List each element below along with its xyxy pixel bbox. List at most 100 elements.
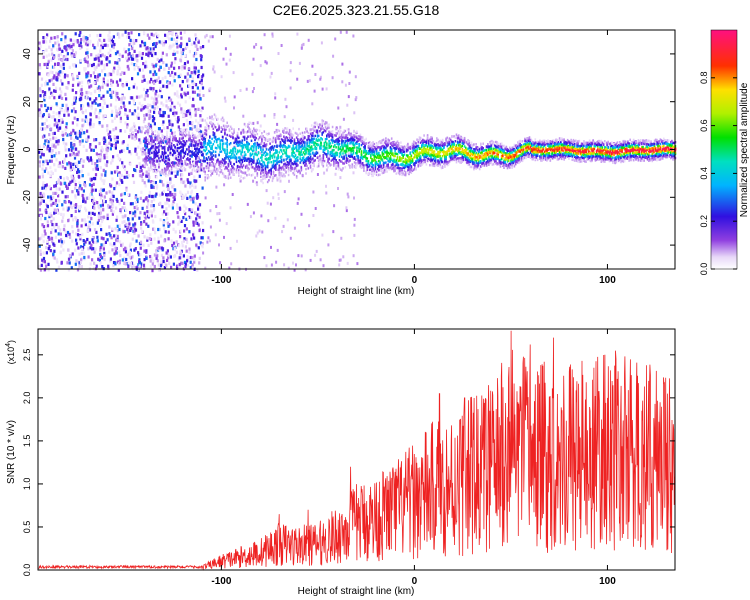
heatmap-cell xyxy=(168,253,171,257)
heatmap-cell xyxy=(312,168,314,171)
heatmap-cell xyxy=(321,133,323,136)
heatmap-cell xyxy=(292,127,294,130)
heatmap-cell xyxy=(57,53,60,57)
heatmap-cell xyxy=(179,168,182,172)
heatmap-cell xyxy=(129,202,132,206)
heatmap-cell xyxy=(74,179,77,183)
heatmap-cell xyxy=(110,83,113,87)
heatmap-cell xyxy=(284,139,286,142)
heatmap-cell xyxy=(193,254,196,258)
heatmap-cell xyxy=(291,162,293,165)
heatmap-cell xyxy=(311,64,314,68)
heatmap-cell xyxy=(116,71,119,75)
heatmap-cell xyxy=(78,71,81,75)
heatmap-cell xyxy=(269,150,271,154)
heatmap-cell xyxy=(330,144,333,148)
heatmap-cell xyxy=(39,201,42,205)
heatmap-cell xyxy=(274,96,277,100)
heatmap-cell xyxy=(341,144,343,147)
heatmap-cell xyxy=(166,130,169,134)
heatmap-cell xyxy=(136,199,139,204)
heatmap-cell xyxy=(148,103,152,107)
heatmap-cell xyxy=(254,135,256,139)
heatmap-cell xyxy=(356,154,358,158)
heatmap-cell xyxy=(68,232,71,236)
heatmap-cell xyxy=(43,98,46,102)
heatmap-cell xyxy=(145,91,148,95)
heatmap-cell xyxy=(270,161,272,164)
heatmap-cell xyxy=(153,166,156,170)
heatmap-cell xyxy=(257,138,260,141)
heatmap-cell xyxy=(150,165,152,168)
heatmap-cell xyxy=(60,240,63,244)
heatmap-cell xyxy=(192,141,195,145)
heatmap-cell xyxy=(206,117,209,120)
heatmap-cell xyxy=(242,164,245,167)
heatmap-cell xyxy=(300,168,303,172)
heatmap-cell xyxy=(156,138,159,142)
heatmap-cell xyxy=(153,97,156,101)
heatmap-cell xyxy=(272,163,275,167)
heatmap-cell xyxy=(77,150,80,154)
heatmap-cell xyxy=(348,160,350,163)
heatmap-cell xyxy=(204,142,206,145)
heatmap-cell xyxy=(280,158,283,162)
heatmap-cell xyxy=(97,257,100,261)
heatmap-cell xyxy=(165,160,168,164)
heatmap-cell xyxy=(262,160,264,164)
heatmap-cell xyxy=(207,149,210,153)
heatmap-cell xyxy=(248,128,250,131)
heatmap-cell xyxy=(154,148,157,152)
heatmap-cell xyxy=(152,88,155,93)
heatmap-cell xyxy=(113,42,116,47)
heatmap-cell xyxy=(328,144,330,147)
heatmap-cell xyxy=(256,161,259,164)
heatmap-cell xyxy=(54,209,58,213)
heatmap-cell xyxy=(73,96,76,100)
heatmap-cell xyxy=(87,247,90,251)
heatmap-cell xyxy=(71,152,74,156)
heatmap-cell xyxy=(284,174,286,178)
heatmap-cell xyxy=(326,127,328,131)
heatmap-cell xyxy=(213,140,216,143)
heatmap-cell xyxy=(261,137,263,141)
heatmap-cell xyxy=(65,206,69,210)
heatmap-cell xyxy=(195,136,197,139)
heatmap-cell xyxy=(170,119,173,123)
heatmap-cell xyxy=(300,147,303,151)
heatmap-cell xyxy=(97,218,100,222)
heatmap-cell xyxy=(42,55,45,59)
heatmap-cell xyxy=(149,47,152,51)
heatmap-cell xyxy=(69,153,72,157)
heatmap-cell xyxy=(71,102,74,106)
heatmap-cell xyxy=(88,211,91,215)
heatmap-cell xyxy=(89,156,92,160)
heatmap-cell xyxy=(166,198,169,202)
heatmap-cell xyxy=(154,156,157,159)
heatmap-cell xyxy=(282,174,284,178)
heatmap-cell xyxy=(156,151,159,155)
heatmap-cell xyxy=(252,179,255,183)
heatmap-cell xyxy=(66,107,69,111)
heatmap-cell xyxy=(169,151,172,154)
heatmap-cell xyxy=(167,256,170,260)
heatmap-cell xyxy=(326,137,328,141)
heatmap-cell xyxy=(185,206,188,210)
heatmap-cell xyxy=(74,183,77,187)
heatmap-cell xyxy=(185,42,189,46)
heatmap-cell xyxy=(109,135,112,139)
heatmap-cell xyxy=(146,143,149,146)
heatmap-cell xyxy=(134,195,137,199)
heatmap-cell xyxy=(184,131,187,134)
heatmap-cell xyxy=(322,264,325,268)
heatmap-cell xyxy=(159,65,162,69)
heatmap-cell xyxy=(278,134,281,138)
heatmap-cell xyxy=(163,161,166,164)
heatmap-cell xyxy=(53,211,56,215)
heatmap-cell xyxy=(246,202,249,206)
heatmap-cell xyxy=(161,40,164,44)
heatmap-cell xyxy=(152,145,154,148)
heatmap-cell xyxy=(189,157,191,161)
heatmap-cell xyxy=(134,147,137,151)
heatmap-cell xyxy=(284,137,286,140)
